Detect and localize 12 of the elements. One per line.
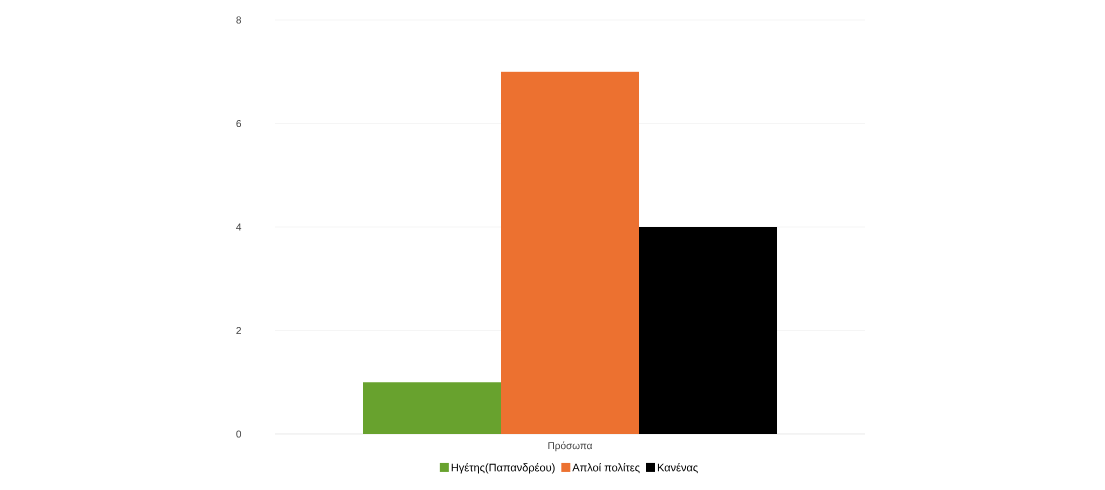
y-tick-label: 8 bbox=[236, 16, 242, 24]
bar bbox=[363, 382, 502, 434]
bar bbox=[639, 227, 778, 434]
y-tick-label: 6 bbox=[236, 119, 242, 128]
y-tick-label: 2 bbox=[236, 327, 241, 334]
legend-label: Ηγέτης(Παπανδρέου) bbox=[451, 463, 555, 474]
legend-label: Απλοί πολίτες bbox=[572, 463, 640, 474]
legend-label: Κανένας bbox=[657, 463, 698, 474]
y-tick-label: 0 bbox=[236, 430, 242, 438]
y-tick-label: 4 bbox=[236, 223, 242, 231]
x-tick-label: Πρόσωπα bbox=[548, 441, 593, 452]
bar bbox=[501, 71, 640, 434]
